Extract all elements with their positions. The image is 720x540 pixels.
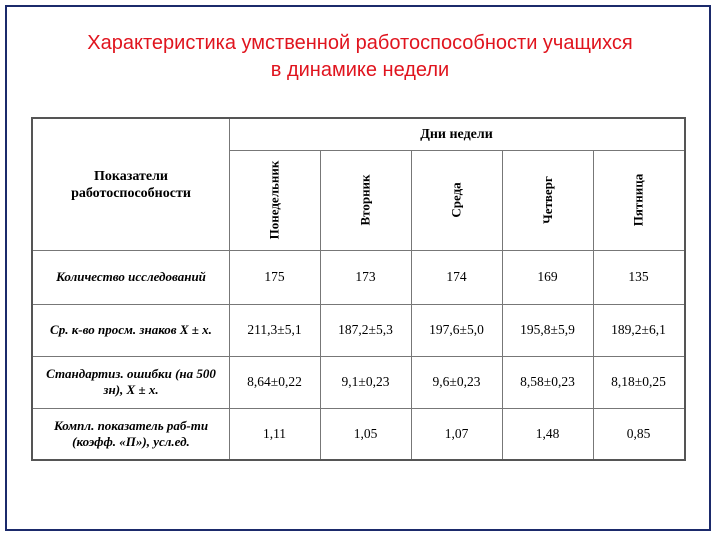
slide-title-line-2: в динамике недели: [270, 59, 450, 81]
grid-line: [229, 150, 684, 151]
indicator-header-line-2: работоспособности: [71, 185, 191, 201]
table-cell: 0,85: [626, 425, 651, 441]
table-cell: 8,64±0,22: [247, 374, 302, 389]
indicator-header-line-1: Показатели: [93, 168, 168, 184]
table-cell: 1,05: [353, 425, 378, 441]
table-cell: 175: [264, 269, 285, 284]
day-header-tuesday: Вторник: [320, 150, 411, 250]
day-header-thursday: Четверг: [502, 150, 593, 250]
day-label: Вторник: [357, 174, 373, 226]
row-label-complex-index: Компл. показатель раб-ти (коэфф. «П»), у…: [53, 417, 209, 449]
day-label: Понедельник: [266, 160, 282, 240]
day-label: Среда: [448, 182, 464, 218]
day-label: Пятница: [630, 173, 646, 227]
table-cell: 8,18±0,25: [611, 374, 666, 389]
slide-title-line-1: Характеристика умственной работоспособно…: [87, 32, 633, 54]
table-cell: 195,8±5,9: [520, 322, 575, 337]
grid-line: [33, 408, 684, 409]
slide-title: Характеристика умственной работоспособно…: [10, 30, 710, 84]
day-header-monday: Понедельник: [229, 150, 320, 250]
table-cell: 1,48: [535, 425, 560, 441]
table-cell: 189,2±6,1: [611, 322, 666, 337]
table-cell: 135: [628, 269, 649, 284]
table-cell: 197,6±5,0: [429, 322, 484, 337]
table-cell: 187,2±5,3: [338, 322, 393, 337]
table-cell: 169: [537, 269, 558, 284]
row-label-studies-count: Количество исследований: [56, 269, 206, 284]
table-cell: 9,6±0,23: [432, 374, 481, 389]
table-cell: 211,3±5,1: [247, 322, 302, 337]
grid-line: [229, 119, 230, 459]
table-cell: 174: [446, 269, 467, 284]
row-label-signs-viewed: Ср. к-во просм. знаков X ± x.: [50, 322, 212, 337]
grid-line: [33, 250, 684, 251]
table-cell: 173: [355, 269, 376, 284]
day-header-wednesday: Среда: [411, 150, 502, 250]
table-cell: 8,58±0,23: [520, 374, 575, 389]
day-header-friday: Пятница: [593, 150, 684, 250]
indicator-header: Показатели работоспособности: [33, 119, 229, 250]
day-label: Четверг: [539, 176, 555, 224]
slide-frame: [5, 5, 711, 531]
table-cell: 9,1±0,23: [341, 374, 390, 389]
table-cell: 1,11: [262, 425, 287, 441]
grid-line: [33, 304, 684, 305]
grid-line: [33, 356, 684, 357]
row-label-standardized-errors: Стандартиз. ошибки (на 500 зн), X ± x.: [46, 366, 216, 397]
workability-table: Показатели работоспособности Дни недели …: [31, 117, 686, 461]
table-cell: 1,07: [444, 425, 469, 441]
days-header: Дни недели: [420, 126, 493, 142]
